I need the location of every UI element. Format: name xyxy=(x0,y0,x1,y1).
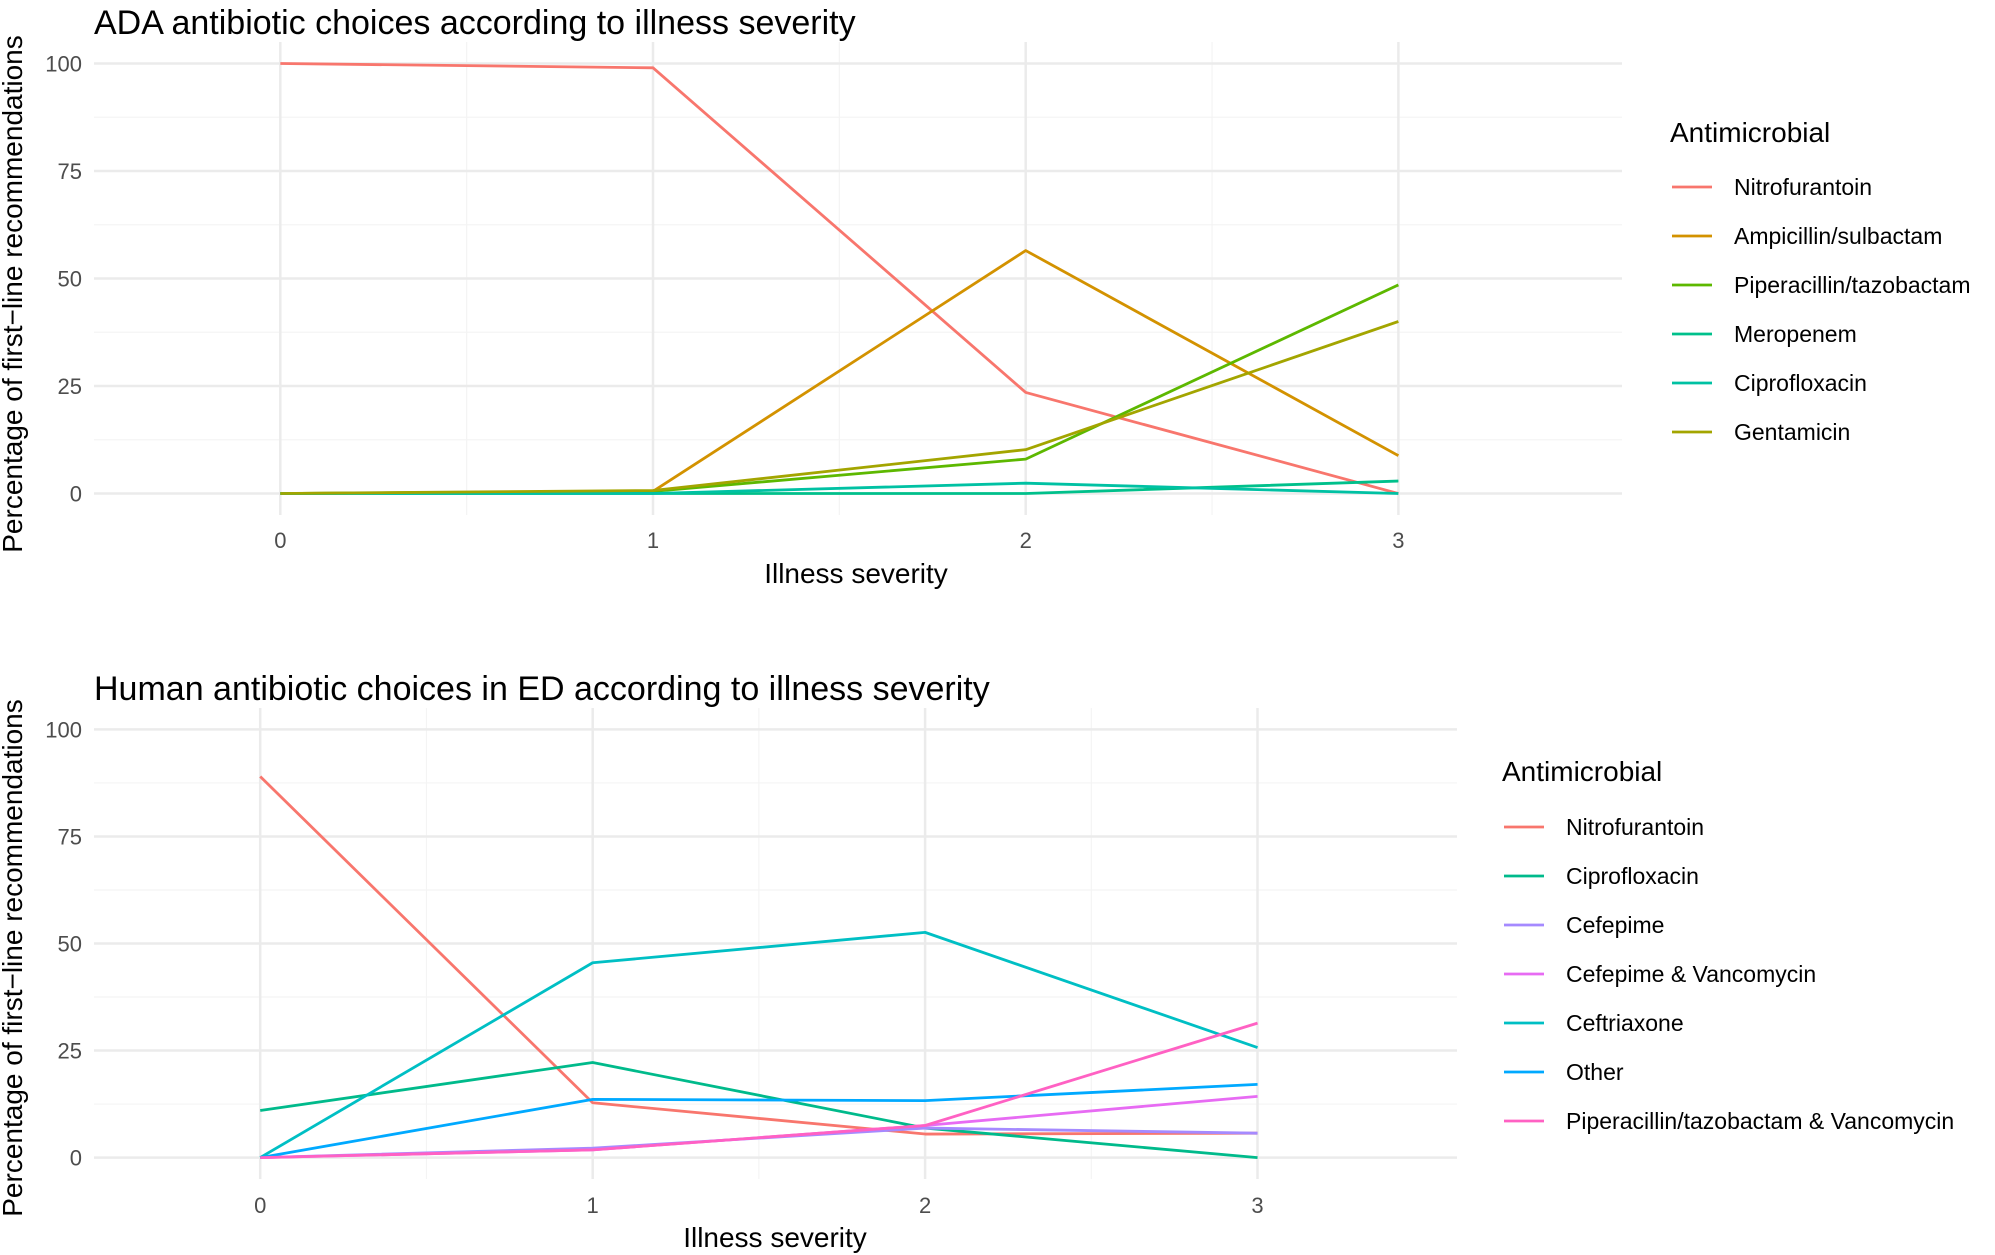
y-axis-title: Percentage of first−line recommendations xyxy=(0,699,28,1217)
y-tick-label: 50 xyxy=(58,932,82,957)
legend-item-ciprofloxacin: Ciprofloxacin xyxy=(1504,863,1699,889)
x-axis-ticks: 0 1 2 3 xyxy=(254,1193,1264,1218)
y-tick-label: 100 xyxy=(45,717,82,742)
x-tick-label: 2 xyxy=(1020,528,1032,553)
series-lines xyxy=(280,62,1400,495)
chart-title: Human antibiotic choices in ED according… xyxy=(94,670,990,708)
legend-title: Antimicrobial xyxy=(1502,756,1662,787)
legend-label: Ciprofloxacin xyxy=(1734,370,1867,396)
legend-label: Meropenem xyxy=(1734,321,1857,347)
y-axis-title: Percentage of first−line recommendations xyxy=(0,35,28,553)
legend-label: Gentamicin xyxy=(1734,419,1850,445)
y-axis-ticks: 0 25 50 75 100 xyxy=(45,717,82,1170)
legend-items: Nitrofurantoin Ampicillin/sulbactam Pipera… xyxy=(1672,174,1971,445)
x-tick-label: 3 xyxy=(1251,1193,1263,1218)
legend: Antimicrobial Nitrofurantoin Ciprofloxaci… xyxy=(1502,756,1954,1134)
x-axis-title: Illness severity xyxy=(683,1222,867,1253)
y-tick-label: 100 xyxy=(45,52,82,77)
legend-label: Nitrofurantoin xyxy=(1734,174,1872,200)
legend-item-piperacillin-tazobactam-vancomycin: Piperacillin/tazobactam & Vancomycin xyxy=(1504,1108,1954,1134)
x-tick-label: 1 xyxy=(587,1193,599,1218)
x-tick-label: 0 xyxy=(254,1193,266,1218)
x-tick-label: 2 xyxy=(919,1193,931,1218)
x-tick-label: 1 xyxy=(647,528,659,553)
legend-item-other: Other xyxy=(1504,1059,1624,1085)
y-tick-label: 50 xyxy=(58,267,82,292)
series-line-ceftriaxone xyxy=(259,930,1258,1159)
series-line-nitrofurantoin xyxy=(280,62,1399,495)
x-axis-title: Illness severity xyxy=(764,558,948,589)
legend-title: Antimicrobial xyxy=(1670,117,1830,148)
y-tick-label: 75 xyxy=(58,159,82,184)
legend-item-ceftriaxone: Ceftriaxone xyxy=(1504,1010,1684,1036)
legend-label: Piperacillin/tazobactam xyxy=(1734,272,1971,298)
series-line-nitrofurantoin xyxy=(259,775,1258,1136)
x-axis-ticks: 0 1 2 3 xyxy=(274,528,1404,553)
legend-label: Ciprofloxacin xyxy=(1566,863,1699,889)
y-tick-label: 0 xyxy=(70,482,82,507)
legend-label: Piperacillin/tazobactam & Vancomycin xyxy=(1566,1108,1954,1134)
y-tick-label: 75 xyxy=(58,824,82,849)
legend-label: Ampicillin/sulbactam xyxy=(1734,223,1942,249)
series-line-piperacillin-tazobactam-vancomycin xyxy=(260,1021,1258,1159)
y-tick-label: 25 xyxy=(58,374,82,399)
legend-label: Cefepime & Vancomycin xyxy=(1566,961,1816,987)
series-line-ciprofloxacin xyxy=(260,1061,1258,1159)
legend-item-piperacillin-tazobactam: Piperacillin/tazobactam xyxy=(1672,272,1971,298)
chart-title: ADA antibiotic choices according to illn… xyxy=(94,4,856,42)
legend-item-nitrofurantoin: Nitrofurantoin xyxy=(1672,174,1872,200)
legend-item-cefepime-vancomycin: Cefepime & Vancomycin xyxy=(1504,961,1816,987)
legend-item-gentamicin: Gentamicin xyxy=(1672,419,1850,445)
legend-item-ciprofloxacin: Ciprofloxacin xyxy=(1672,370,1867,396)
legend-label: Cefepime xyxy=(1566,912,1664,938)
series-line-gentamicin xyxy=(280,320,1399,495)
y-tick-label: 0 xyxy=(70,1146,82,1171)
legend-item-nitrofurantoin: Nitrofurantoin xyxy=(1504,814,1704,840)
legend-label: Ceftriaxone xyxy=(1566,1010,1684,1036)
legend: Antimicrobial Nitrofurantoin Ampicillin/s… xyxy=(1670,117,1971,445)
ada-chart-panel: ADA antibiotic choices according to illn… xyxy=(0,4,1971,589)
legend-item-meropenem: Meropenem xyxy=(1672,321,1857,347)
legend-items: Nitrofurantoin Ciprofloxacin Cefepime Cefep… xyxy=(1504,814,1954,1134)
legend-item-ampicillin-sulbactam: Ampicillin/sulbactam xyxy=(1672,223,1942,249)
legend-label: Other xyxy=(1566,1059,1624,1085)
legend-item-cefepime: Cefepime xyxy=(1504,912,1664,938)
x-tick-label: 0 xyxy=(274,528,286,553)
y-axis-ticks: 0 25 50 75 100 xyxy=(45,52,82,507)
human-ed-chart-panel: Human antibiotic choices in ED according… xyxy=(0,670,1954,1253)
y-tick-label: 25 xyxy=(58,1039,82,1064)
legend-label: Nitrofurantoin xyxy=(1566,814,1704,840)
series-line-other xyxy=(259,1082,1258,1159)
series-lines xyxy=(259,775,1258,1159)
x-tick-label: 3 xyxy=(1392,528,1404,553)
series-line-ciprofloxacin xyxy=(280,481,1399,495)
